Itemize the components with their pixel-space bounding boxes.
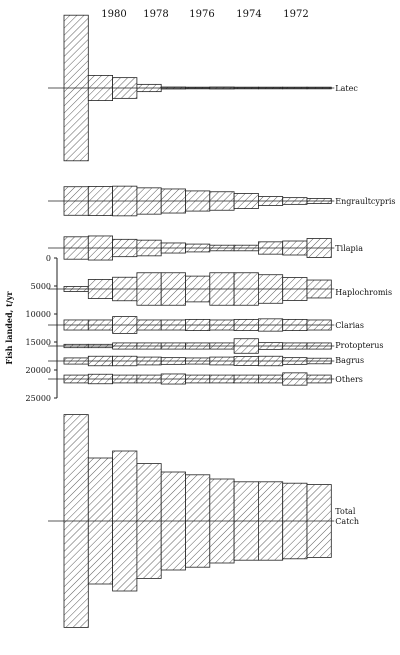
series-label: Total Catch [335, 507, 359, 526]
series-label: Engraultcypris [335, 197, 395, 206]
year-label: 1980 [101, 9, 126, 20]
kite-others [48, 372, 335, 386]
kite-clarias [48, 316, 335, 334]
year-axis-labels: 1980 1978 1976 1974 1972 [101, 9, 308, 20]
scale-tick-label: 0 [46, 254, 51, 263]
kite-bagrus [48, 355, 335, 367]
year-label: 1972 [283, 9, 308, 20]
kite-engraultcypris [48, 185, 335, 217]
year-label: 1978 [143, 9, 168, 20]
year-label: 1974 [236, 9, 261, 20]
series-label: Clarias [335, 321, 364, 330]
scale-tick-label: 25000 [26, 394, 51, 403]
scale-tick-label: 10000 [26, 310, 51, 319]
scale-tick-label: 15000 [26, 338, 51, 347]
series-label: Latec [335, 84, 358, 93]
y-axis-label: Fish landed, t/yr [4, 291, 14, 365]
series-label: Bagrus [335, 356, 364, 365]
year-label: 1976 [189, 9, 214, 20]
series-label: Tilapia [335, 244, 363, 253]
kite-tilapia [48, 235, 335, 261]
kite-latec [48, 14, 335, 162]
kite-haplochromis [48, 272, 335, 306]
series-labels: Latec Engraultcypris Tilapia Haplochromis Cl… [335, 84, 395, 526]
kite-protopterus [48, 338, 335, 354]
kite-series [48, 14, 335, 628]
series-label: Others [335, 375, 363, 384]
series-label: Haplochromis [335, 288, 392, 297]
scale-axis: 0 5000 10000 15000 20000 25000 Fish landed, t/… [4, 254, 58, 403]
series-label: Protopterus [335, 341, 383, 350]
kite-total-catch [48, 414, 335, 628]
scale-tick-label: 5000 [31, 282, 51, 291]
scale-tick-label: 20000 [26, 366, 51, 375]
